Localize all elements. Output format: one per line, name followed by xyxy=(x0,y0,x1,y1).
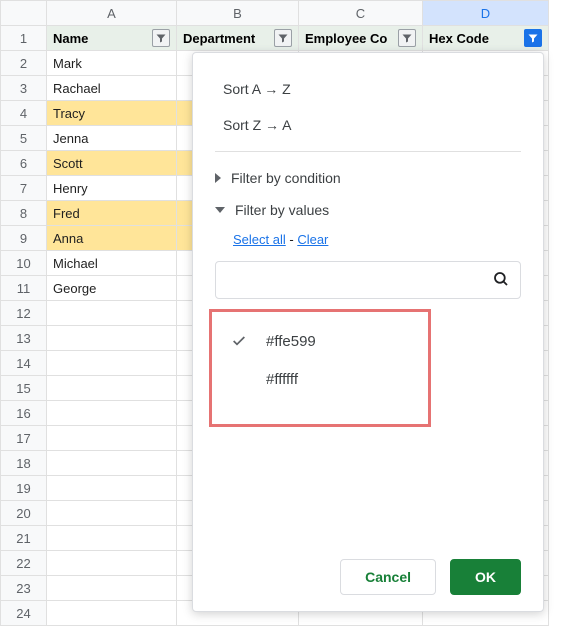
select-all-link[interactable]: Select all xyxy=(233,232,286,247)
filter-by-condition[interactable]: Filter by condition xyxy=(215,162,521,194)
row-header-11[interactable]: 11 xyxy=(1,276,47,301)
cell-A9[interactable]: Anna xyxy=(47,226,177,251)
cell-A3[interactable]: Rachael xyxy=(47,76,177,101)
header-label: Hex Code xyxy=(429,31,489,46)
row-header-15[interactable]: 15 xyxy=(1,376,47,401)
row-header-18[interactable]: 18 xyxy=(1,451,47,476)
popover-footer: Cancel OK xyxy=(215,545,521,595)
row-header-13[interactable]: 13 xyxy=(1,326,47,351)
header-label: Name xyxy=(53,31,88,46)
header-label: Department xyxy=(183,31,255,46)
column-header-D[interactable]: D xyxy=(423,1,549,26)
search-icon xyxy=(492,270,510,291)
cell-A23[interactable] xyxy=(47,576,177,601)
filter-by-values[interactable]: Filter by values xyxy=(215,194,521,226)
check-icon xyxy=(230,370,248,388)
cell-A10[interactable]: Michael xyxy=(47,251,177,276)
row-header-17[interactable]: 17 xyxy=(1,426,47,451)
cell-A16[interactable] xyxy=(47,401,177,426)
filter-value-item[interactable]: #ffe599 xyxy=(220,322,420,360)
column-header-B[interactable]: B xyxy=(177,1,299,26)
row-header-12[interactable]: 12 xyxy=(1,301,47,326)
filter-icon[interactable] xyxy=(152,29,170,47)
cell-A11[interactable]: George xyxy=(47,276,177,301)
sort-z-a[interactable]: Sort Z → A xyxy=(215,107,521,143)
header-cell-D: Hex Code xyxy=(423,26,549,51)
row-header-23[interactable]: 23 xyxy=(1,576,47,601)
cell-A18[interactable] xyxy=(47,451,177,476)
column-header-A[interactable]: A xyxy=(47,1,177,26)
cell-A8[interactable]: Fred xyxy=(47,201,177,226)
cell-A20[interactable] xyxy=(47,501,177,526)
row-header-5[interactable]: 5 xyxy=(1,126,47,151)
select-clear-links: Select all - Clear xyxy=(215,226,521,261)
cell-A19[interactable] xyxy=(47,476,177,501)
row-header-1[interactable]: 1 xyxy=(1,26,47,51)
cell-A13[interactable] xyxy=(47,326,177,351)
ok-button[interactable]: OK xyxy=(450,559,521,595)
filter-value-label: #ffffff xyxy=(266,371,298,388)
row-header-19[interactable]: 19 xyxy=(1,476,47,501)
row-header-22[interactable]: 22 xyxy=(1,551,47,576)
row-header-20[interactable]: 20 xyxy=(1,501,47,526)
check-icon xyxy=(230,332,248,350)
cell-A17[interactable] xyxy=(47,426,177,451)
row-header-4[interactable]: 4 xyxy=(1,101,47,126)
filter-by-condition-label: Filter by condition xyxy=(231,170,341,186)
cell-A14[interactable] xyxy=(47,351,177,376)
filter-icon[interactable] xyxy=(524,29,542,47)
sort-a-z[interactable]: Sort A → Z xyxy=(215,71,521,107)
cell-A2[interactable]: Mark xyxy=(47,51,177,76)
row-header-2[interactable]: 2 xyxy=(1,51,47,76)
link-dash: - xyxy=(286,232,298,247)
filter-values-callout: #ffe599 #ffffff xyxy=(209,309,431,427)
caret-down-icon xyxy=(215,207,225,213)
filter-popover: Sort A → Z Sort Z → A Filter by conditio… xyxy=(192,52,544,612)
filter-search-box[interactable] xyxy=(215,261,521,299)
filter-value-label: #ffe599 xyxy=(266,333,316,350)
select-all-corner[interactable] xyxy=(1,1,47,26)
row-header-16[interactable]: 16 xyxy=(1,401,47,426)
cell-A5[interactable]: Jenna xyxy=(47,126,177,151)
row-header-7[interactable]: 7 xyxy=(1,176,47,201)
cancel-button[interactable]: Cancel xyxy=(340,559,436,595)
row-header-21[interactable]: 21 xyxy=(1,526,47,551)
header-cell-A: Name xyxy=(47,26,177,51)
row-header-10[interactable]: 10 xyxy=(1,251,47,276)
cell-A7[interactable]: Henry xyxy=(47,176,177,201)
caret-right-icon xyxy=(215,173,221,183)
filter-value-item[interactable]: #ffffff xyxy=(220,360,420,398)
filter-icon[interactable] xyxy=(274,29,292,47)
filter-icon[interactable] xyxy=(398,29,416,47)
cell-A21[interactable] xyxy=(47,526,177,551)
cell-A12[interactable] xyxy=(47,301,177,326)
cell-A22[interactable] xyxy=(47,551,177,576)
cell-A15[interactable] xyxy=(47,376,177,401)
row-header-6[interactable]: 6 xyxy=(1,151,47,176)
header-label: Employee Co xyxy=(305,31,387,46)
header-cell-C: Employee Co xyxy=(299,26,423,51)
header-cell-B: Department xyxy=(177,26,299,51)
row-header-24[interactable]: 24 xyxy=(1,601,47,626)
row-header-3[interactable]: 3 xyxy=(1,76,47,101)
clear-link[interactable]: Clear xyxy=(297,232,328,247)
column-header-C[interactable]: C xyxy=(299,1,423,26)
row-header-8[interactable]: 8 xyxy=(1,201,47,226)
cell-A6[interactable]: Scott xyxy=(47,151,177,176)
filter-search-input[interactable] xyxy=(226,271,484,289)
cell-A24[interactable] xyxy=(47,601,177,626)
row-header-14[interactable]: 14 xyxy=(1,351,47,376)
row-header-9[interactable]: 9 xyxy=(1,226,47,251)
filter-by-values-label: Filter by values xyxy=(235,202,329,218)
cell-A4[interactable]: Tracy xyxy=(47,101,177,126)
separator xyxy=(215,151,521,152)
